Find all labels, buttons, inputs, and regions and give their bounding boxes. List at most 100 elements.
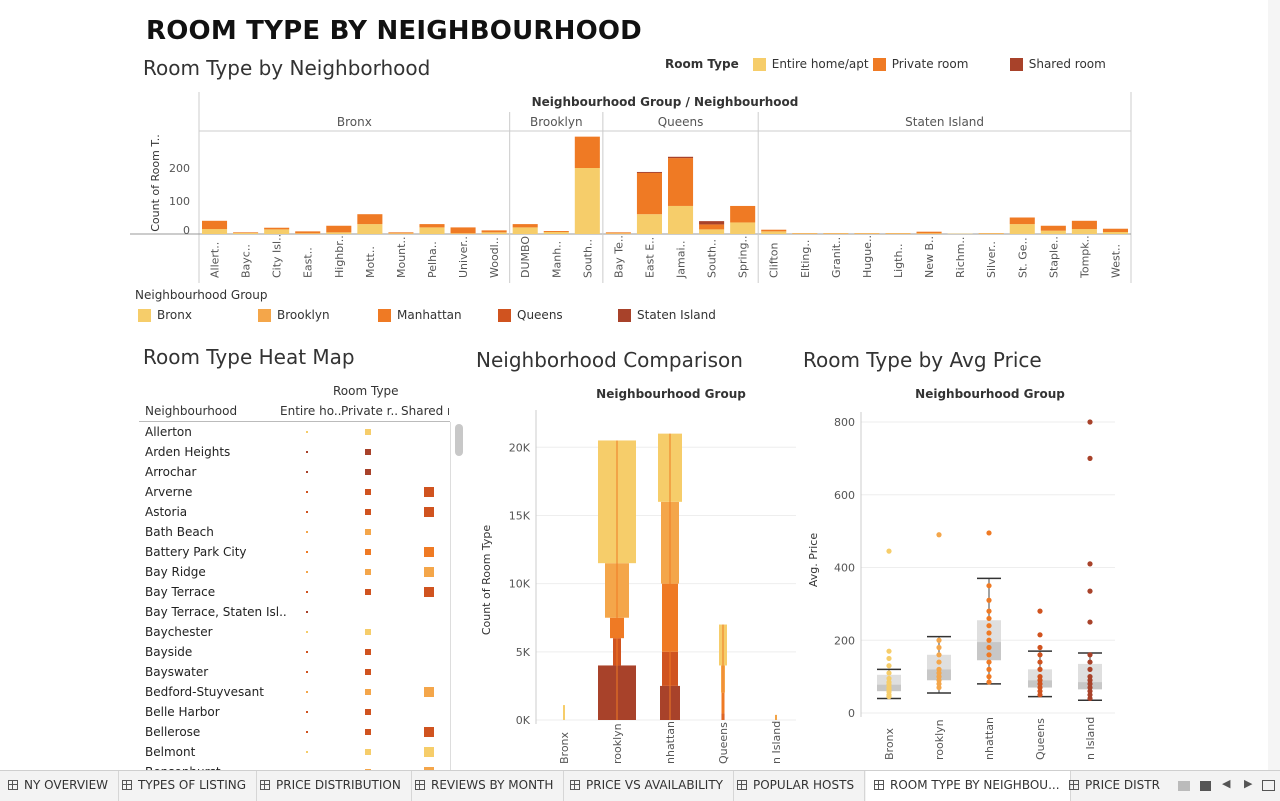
price-point (1087, 619, 1092, 624)
heatmap-mark[interactable] (306, 711, 308, 713)
heatmap-mark[interactable] (306, 651, 308, 653)
heatmap-mark[interactable] (365, 509, 371, 515)
page-scrollbar[interactable] (1268, 0, 1280, 770)
heatmap-mark[interactable] (424, 487, 434, 497)
legend-swatch (138, 309, 151, 322)
avg-price-chart[interactable]: Neighbourhood Group Avg. Price0200400600… (803, 380, 1123, 770)
heatmap-row[interactable]: Bayside (145, 642, 192, 662)
bar-y-tick-label: 200 (169, 162, 190, 175)
heatmap-mark[interactable] (365, 749, 371, 755)
legend-brooklyn[interactable]: Brooklyn (258, 308, 378, 322)
heatmap-mark[interactable] (365, 449, 371, 455)
heatmap-mark[interactable] (365, 469, 371, 475)
heatmap-mark[interactable] (365, 589, 371, 595)
heatmap-mark[interactable] (306, 751, 308, 753)
sheet-tab[interactable]: NY OVERVIEW (0, 771, 119, 801)
heatmap-mark[interactable] (306, 611, 308, 613)
sheet-tab[interactable]: REVIEWS BY MONTH (407, 771, 564, 801)
heatmap-mark[interactable] (306, 671, 308, 673)
heatmap-mark[interactable] (306, 491, 308, 493)
heatmap-mark[interactable] (365, 529, 371, 535)
heatmap-col-shared[interactable]: Shared r (401, 404, 449, 418)
heatmap-row[interactable]: Baychester (145, 622, 213, 642)
sheet-tab[interactable]: ROOM TYPE BY NEIGHBOU... (866, 771, 1071, 801)
sheet-tab[interactable]: TYPES OF LISTING (114, 771, 257, 801)
heatmap-col-entire[interactable]: Entire ho.. (280, 404, 341, 418)
heatmap-mark[interactable] (306, 451, 308, 453)
price-point (886, 649, 891, 654)
heatmap-mark[interactable] (306, 531, 308, 533)
heatmap-mark[interactable] (306, 591, 308, 593)
heatmap-mark[interactable] (365, 549, 371, 555)
heatmap-row[interactable]: Bayswater (145, 662, 208, 682)
heatmap-row[interactable]: Bay Terrace, Staten Isl.. (145, 602, 287, 622)
heatmap-row-label: Bayside (145, 645, 192, 659)
heatmap-mark[interactable] (365, 649, 371, 655)
heatmap-mark[interactable] (306, 431, 308, 433)
present-icon[interactable] (1262, 780, 1275, 791)
heatmap-mark[interactable] (306, 731, 308, 733)
cmp-category-label: nhattan (664, 721, 677, 764)
comparison-chart[interactable]: Neighbourhood Group Count of Room Type0K… (476, 380, 806, 770)
heatmap-row[interactable]: Arrochar (145, 462, 196, 482)
heatmap-row[interactable]: Astoria (145, 502, 187, 522)
legend-bronx[interactable]: Bronx (138, 308, 258, 322)
heatmap-mark[interactable] (424, 567, 434, 577)
tab-next-icon[interactable]: ▶ (1244, 777, 1252, 790)
price-y-tick-label: 0 (848, 707, 855, 720)
heatmap-scrollbar[interactable] (455, 424, 463, 456)
sheet-tab[interactable]: PRICE VS AVAILABILITY (562, 771, 734, 801)
heatmap-row[interactable]: Battery Park City (145, 542, 247, 562)
legend-entire-home[interactable]: Entire home/apt (753, 57, 873, 71)
heatmap-mark[interactable] (365, 689, 371, 695)
price-point (886, 656, 891, 661)
price-point (986, 630, 991, 635)
heatmap-mark[interactable] (424, 587, 434, 597)
tab-prev-icon[interactable]: ◀ (1222, 777, 1230, 790)
legend-staten-island[interactable]: Staten Island (618, 308, 716, 322)
heatmap-mark[interactable] (365, 569, 371, 575)
heatmap-row[interactable]: Arden Heights (145, 442, 230, 462)
heatmap-row[interactable]: Bedford-Stuyvesant (145, 682, 264, 702)
heatmap-row[interactable]: Bay Terrace (145, 582, 215, 602)
heatmap-mark[interactable] (424, 507, 434, 517)
heatmap-row[interactable]: Allerton (145, 422, 192, 442)
heatmap-mark[interactable] (424, 547, 434, 557)
legend-manhattan[interactable]: Manhattan (378, 308, 498, 322)
legend-private-room[interactable]: Private room (873, 57, 1010, 71)
heatmap-mark[interactable] (365, 729, 371, 735)
heatmap-row[interactable]: Bensonhurst (145, 762, 221, 770)
heatmap-mark[interactable] (424, 727, 434, 737)
sheet-tab[interactable]: PRICE DISTR (1061, 771, 1171, 801)
heatmap-row[interactable]: Bath Beach (145, 522, 214, 542)
film-strip-icon[interactable] (1178, 781, 1190, 791)
heatmap-mark[interactable] (365, 709, 371, 715)
legend-queens[interactable]: Queens (498, 308, 618, 322)
grid-view-icon[interactable] (1200, 781, 1211, 791)
heatmap-mark[interactable] (306, 551, 308, 553)
heatmap-mark[interactable] (365, 669, 371, 675)
sheet-tab[interactable]: PRICE DISTRIBUTION (252, 771, 412, 801)
heatmap-mark[interactable] (306, 471, 308, 473)
heatmap-mark[interactable] (365, 629, 371, 635)
heatmap-row[interactable]: Arverne (145, 482, 192, 502)
sheet-tab-label: NY OVERVIEW (24, 778, 108, 792)
heatmap-row[interactable]: Bay Ridge (145, 562, 206, 582)
heatmap-mark[interactable] (306, 571, 308, 573)
heatmap-mark[interactable] (424, 747, 434, 757)
heatmap-row[interactable]: Bellerose (145, 722, 200, 742)
sheet-tab[interactable]: POPULAR HOSTS (729, 771, 865, 801)
heatmap-mark[interactable] (365, 429, 371, 435)
heatmap-mark[interactable] (306, 691, 308, 693)
heatmap-row[interactable]: Belle Harbor (145, 702, 220, 722)
heatmap-mark[interactable] (365, 489, 371, 495)
heatmap-mark[interactable] (424, 687, 434, 697)
room-type-bar-chart[interactable]: Neighbourhood Group / Neighbourhood Coun… (130, 88, 1140, 288)
heatmap-mark[interactable] (306, 511, 308, 513)
price-y-tick-label: 600 (834, 489, 855, 502)
heatmap-row[interactable]: Belmont (145, 742, 195, 762)
legend-shared-room[interactable]: Shared room (1010, 57, 1106, 71)
heatmap-mark[interactable] (306, 631, 308, 633)
heatmap-col-private[interactable]: Private r.. (341, 404, 398, 418)
